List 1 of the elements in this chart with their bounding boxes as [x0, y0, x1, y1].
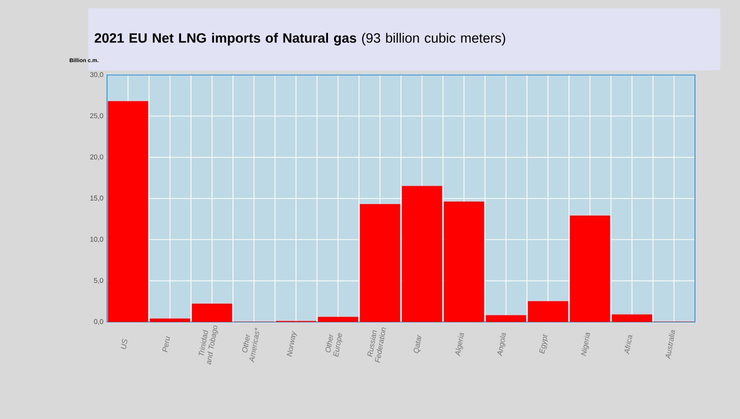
chart-title: 2021 EU Net LNG imports of Natural gas (93 billion cubic meters) — [94, 32, 506, 46]
